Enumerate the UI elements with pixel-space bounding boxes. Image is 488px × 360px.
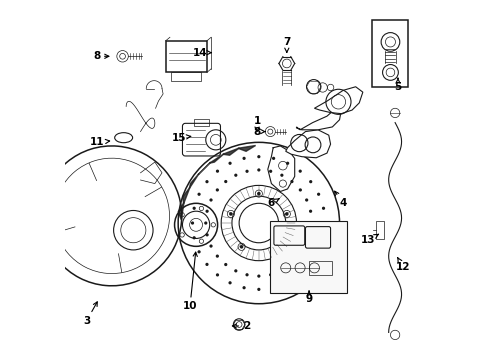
Circle shape bbox=[257, 168, 260, 172]
Circle shape bbox=[242, 286, 245, 289]
Text: 6: 6 bbox=[267, 198, 279, 208]
Text: 8: 8 bbox=[253, 127, 264, 136]
Text: 10: 10 bbox=[183, 252, 197, 311]
Text: 15: 15 bbox=[172, 133, 190, 143]
Circle shape bbox=[245, 273, 248, 276]
Circle shape bbox=[305, 198, 307, 202]
Circle shape bbox=[209, 244, 212, 248]
Text: 9: 9 bbox=[305, 291, 312, 304]
Circle shape bbox=[285, 281, 288, 284]
Circle shape bbox=[271, 157, 275, 160]
Circle shape bbox=[321, 236, 325, 239]
Circle shape bbox=[205, 233, 208, 237]
Circle shape bbox=[205, 210, 208, 213]
Circle shape bbox=[215, 188, 219, 192]
Circle shape bbox=[205, 180, 208, 183]
Circle shape bbox=[228, 212, 232, 216]
Polygon shape bbox=[238, 145, 255, 151]
Circle shape bbox=[298, 255, 301, 258]
Circle shape bbox=[257, 288, 260, 291]
Polygon shape bbox=[285, 130, 330, 158]
Circle shape bbox=[257, 155, 260, 158]
Text: 5: 5 bbox=[393, 78, 401, 93]
Text: 2: 2 bbox=[232, 321, 249, 331]
Circle shape bbox=[285, 212, 288, 216]
Polygon shape bbox=[296, 108, 341, 130]
Text: 8: 8 bbox=[93, 51, 109, 61]
Circle shape bbox=[197, 193, 200, 196]
FancyBboxPatch shape bbox=[269, 221, 346, 293]
Polygon shape bbox=[189, 174, 199, 189]
Polygon shape bbox=[209, 153, 224, 163]
Text: 1: 1 bbox=[253, 116, 260, 131]
Text: 14: 14 bbox=[192, 48, 211, 58]
Circle shape bbox=[298, 188, 301, 192]
Text: 4: 4 bbox=[334, 191, 346, 208]
Circle shape bbox=[298, 273, 301, 276]
Circle shape bbox=[316, 250, 320, 253]
Text: 7: 7 bbox=[283, 37, 290, 52]
Circle shape bbox=[305, 244, 307, 248]
Circle shape bbox=[192, 207, 195, 210]
Circle shape bbox=[215, 255, 219, 258]
Polygon shape bbox=[198, 162, 210, 175]
Circle shape bbox=[280, 174, 283, 177]
Polygon shape bbox=[178, 202, 183, 220]
Circle shape bbox=[228, 281, 231, 284]
Text: 3: 3 bbox=[83, 302, 97, 325]
FancyBboxPatch shape bbox=[371, 21, 407, 87]
Circle shape bbox=[239, 245, 243, 249]
Circle shape bbox=[197, 250, 200, 253]
Circle shape bbox=[321, 207, 325, 210]
Circle shape bbox=[234, 174, 237, 177]
Circle shape bbox=[280, 269, 283, 273]
Circle shape bbox=[224, 180, 227, 183]
Circle shape bbox=[290, 263, 293, 266]
Circle shape bbox=[257, 274, 260, 278]
Circle shape bbox=[242, 157, 245, 160]
Circle shape bbox=[215, 170, 219, 173]
Circle shape bbox=[308, 180, 312, 183]
Circle shape bbox=[308, 210, 311, 213]
Circle shape bbox=[190, 221, 194, 225]
Circle shape bbox=[285, 162, 288, 165]
Circle shape bbox=[316, 193, 320, 196]
Circle shape bbox=[228, 162, 231, 165]
Bar bbox=[171, 72, 201, 81]
Text: 12: 12 bbox=[395, 258, 409, 272]
Circle shape bbox=[257, 192, 260, 195]
Circle shape bbox=[298, 170, 301, 173]
Polygon shape bbox=[223, 148, 239, 155]
Circle shape bbox=[205, 263, 208, 266]
Circle shape bbox=[268, 170, 272, 173]
Circle shape bbox=[308, 233, 311, 237]
Polygon shape bbox=[183, 187, 190, 204]
Text: 13: 13 bbox=[360, 234, 378, 245]
Bar bbox=[194, 119, 208, 126]
Bar bbox=[308, 261, 332, 275]
Circle shape bbox=[271, 286, 275, 289]
Circle shape bbox=[308, 263, 312, 266]
Circle shape bbox=[203, 221, 207, 225]
Circle shape bbox=[290, 180, 293, 183]
Circle shape bbox=[268, 273, 272, 276]
Circle shape bbox=[245, 170, 248, 173]
Circle shape bbox=[323, 221, 326, 225]
Circle shape bbox=[310, 221, 313, 225]
Circle shape bbox=[274, 245, 277, 249]
Circle shape bbox=[209, 198, 212, 202]
Circle shape bbox=[234, 269, 237, 273]
Circle shape bbox=[224, 263, 227, 266]
Circle shape bbox=[192, 236, 195, 239]
Text: 11: 11 bbox=[90, 138, 109, 147]
Bar bbox=[376, 221, 383, 239]
Polygon shape bbox=[314, 87, 362, 114]
Circle shape bbox=[215, 273, 219, 276]
